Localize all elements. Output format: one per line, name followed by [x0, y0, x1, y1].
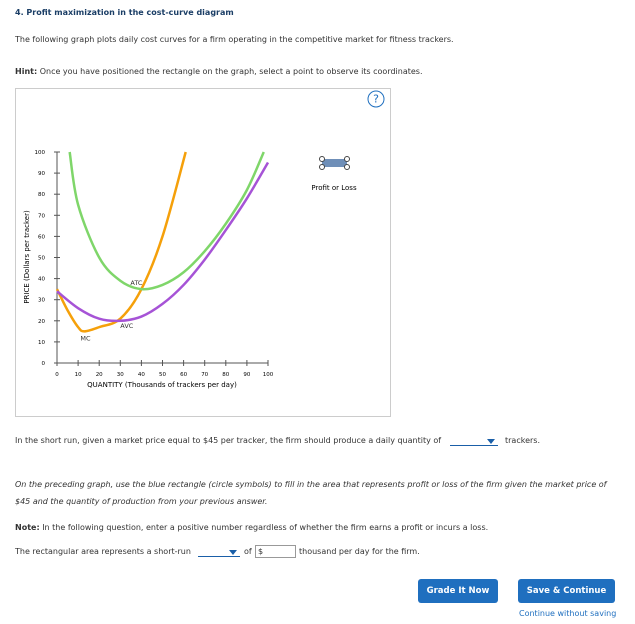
- curve-label: AVC: [120, 322, 133, 330]
- note-label: Note:: [15, 523, 40, 532]
- x-tick-label: 30: [117, 372, 124, 378]
- curve-atc: [68, 151, 265, 291]
- curve-mc: [55, 151, 187, 333]
- x-tick-label: 60: [180, 372, 187, 378]
- question-2-of: of: [244, 547, 252, 556]
- note-text: In the following question, enter a posit…: [42, 523, 489, 532]
- curve-avc: [56, 161, 270, 323]
- question-2: The rectangular area represents a short-…: [15, 547, 191, 556]
- y-tick-label: 30: [38, 298, 45, 304]
- curve-label: ATC: [130, 279, 143, 287]
- help-button[interactable]: [367, 90, 385, 108]
- legend-rect[interactable]: [322, 159, 347, 167]
- y-tick-label: 40: [38, 277, 45, 283]
- x-axis-label: QUANTITY (Thousands of trackers per day): [87, 381, 237, 389]
- y-tick-label: 70: [38, 213, 45, 219]
- x-tick-label: 50: [159, 372, 166, 378]
- currency: $: [258, 547, 264, 556]
- legend-label: Profit or Loss: [311, 184, 357, 192]
- grade-button[interactable]: Grade It Now: [418, 579, 498, 603]
- note: Note: In the following question, enter a…: [15, 523, 488, 532]
- title: 4. Profit maximization in the cost-curve…: [15, 8, 234, 17]
- quantity-dropdown[interactable]: [450, 436, 498, 446]
- profit-loss-dropdown[interactable]: [198, 547, 240, 557]
- y-tick-label: 10: [38, 340, 45, 346]
- intro: The following graph plots daily cost cur…: [15, 35, 454, 44]
- y-tick-label: 20: [38, 319, 45, 325]
- x-tick-label: 40: [138, 372, 145, 378]
- y-tick-label: 80: [38, 192, 45, 198]
- hint-text: Once you have positioned the rectangle o…: [39, 67, 423, 76]
- curve-label: MC: [80, 334, 91, 342]
- hint-label: Hint:: [15, 67, 38, 76]
- y-tick-label: 0: [42, 361, 46, 367]
- instruction: On the preceding graph, use the blue rec…: [15, 480, 607, 506]
- x-tick-label: 20: [96, 372, 103, 378]
- y-axis-label: PRICE (Dollars per tracker): [23, 210, 31, 304]
- x-tick-label: 10: [75, 372, 82, 378]
- hint: Hint: Once you have positioned the recta…: [15, 67, 423, 76]
- x-tick-label: 100: [263, 372, 274, 378]
- y-tick-label: 50: [38, 256, 45, 262]
- x-tick-label: 70: [201, 372, 208, 378]
- amount-input[interactable]: $: [255, 545, 296, 558]
- question-2-unit: thousand per day for the firm.: [299, 547, 420, 556]
- chart: ? Profit or Loss PRICE (Dollars per trac…: [15, 88, 391, 417]
- skip-link[interactable]: Continue without saving: [519, 609, 617, 618]
- question-1-unit: trackers.: [505, 436, 540, 445]
- x-tick-label: 80: [222, 372, 229, 378]
- question-1: In the short run, given a market price e…: [15, 436, 442, 445]
- help-icon[interactable]: ?: [373, 93, 379, 106]
- x-tick-label: 90: [243, 372, 250, 378]
- y-tick-label: 60: [38, 234, 45, 240]
- x-tick-label: 0: [55, 372, 59, 378]
- y-tick-label: 100: [35, 150, 46, 156]
- y-tick-label: 90: [38, 171, 45, 177]
- save-button[interactable]: Save & Continue: [518, 579, 615, 603]
- legend-handles: [319, 156, 350, 170]
